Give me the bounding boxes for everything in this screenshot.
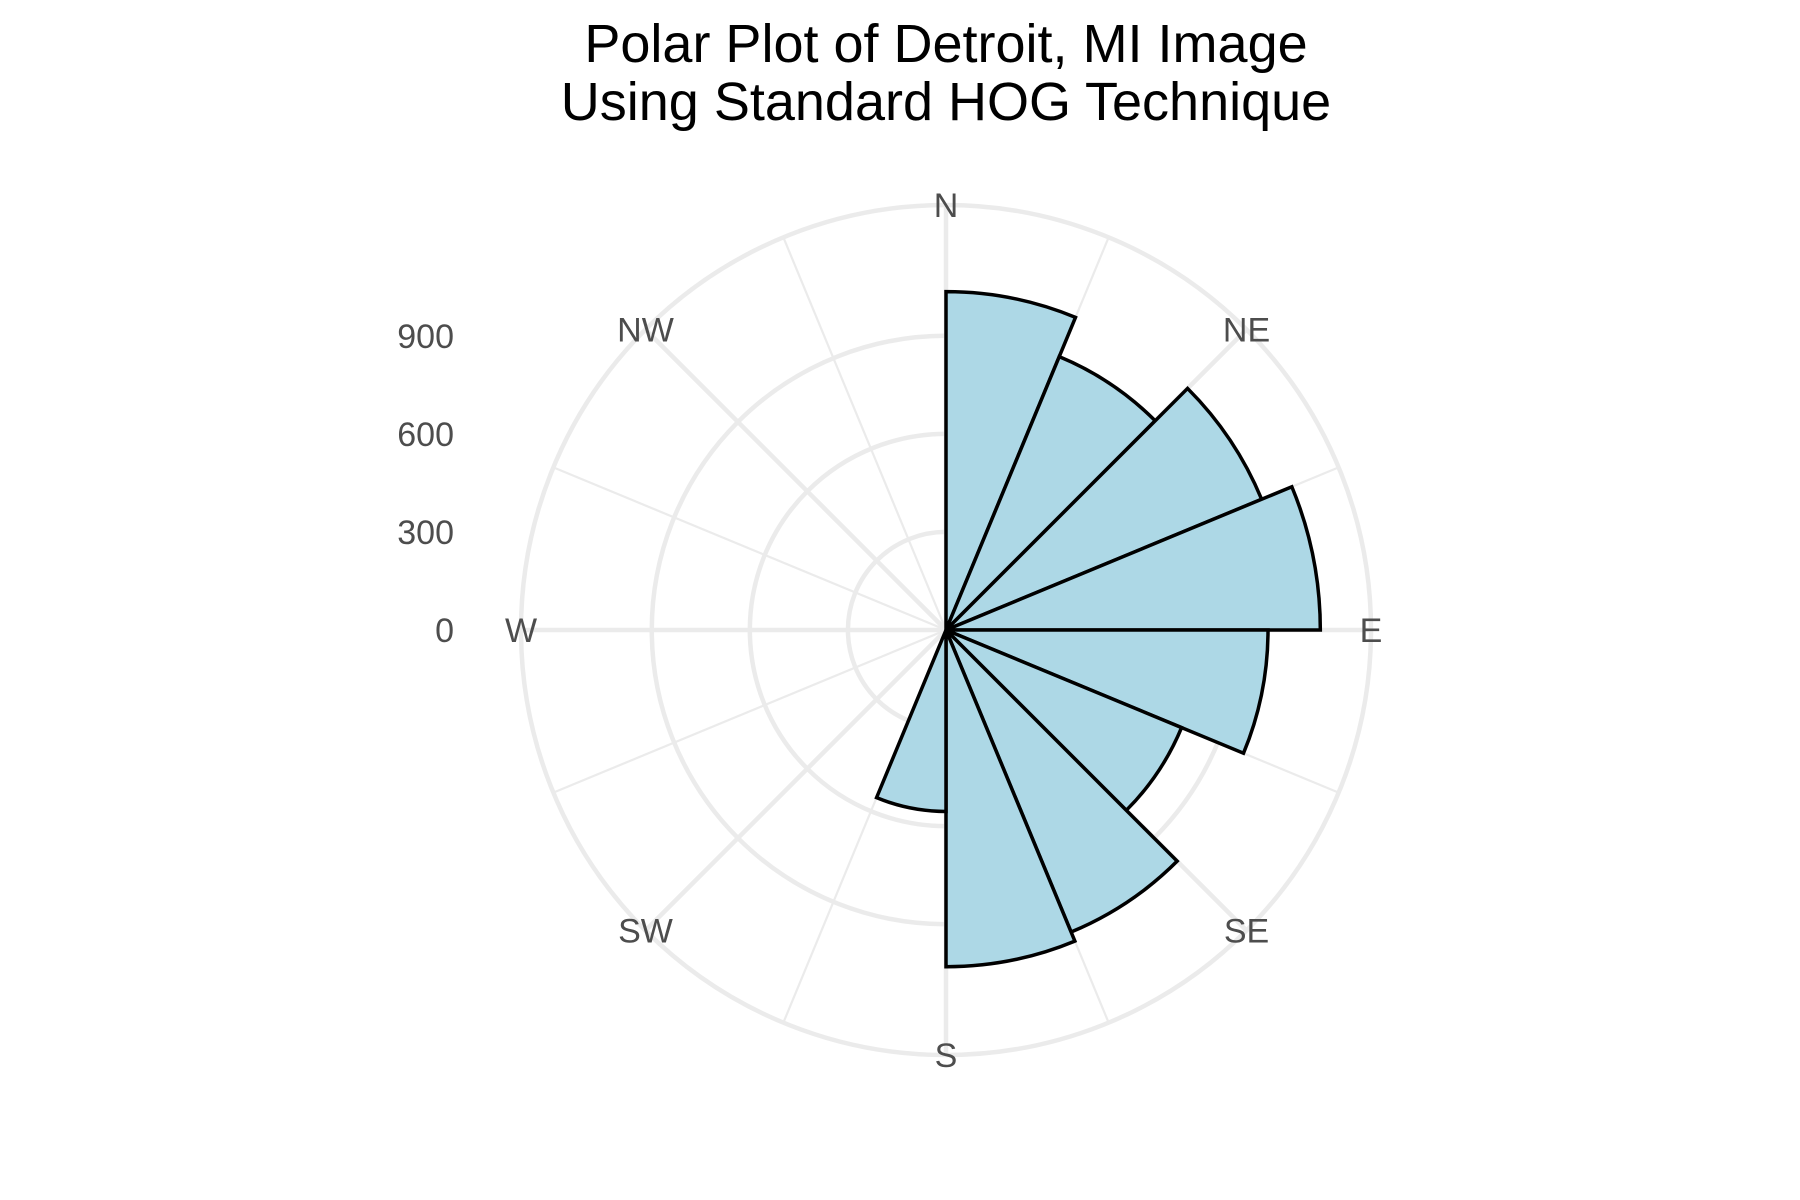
- bars: [874, 289, 1323, 969]
- radial-tick-label: 300: [397, 514, 454, 552]
- bar-wedge-1: [944, 354, 1158, 632]
- bar-wedge-7: [944, 629, 1078, 969]
- bar-wedge-8: [874, 629, 948, 814]
- direction-label-w: W: [505, 612, 537, 650]
- bar-wedge-3: [945, 484, 1323, 632]
- grid-spoke-minor: [552, 628, 947, 794]
- radial-tick-label: 0: [435, 612, 454, 650]
- bar-wedge-4: [945, 628, 1270, 756]
- bar-wedge-0: [944, 289, 1078, 631]
- axis-labels: N NE E SE S SW W NW 0 300 600 900: [397, 187, 1382, 1075]
- grid-spoke-minor: [782, 236, 948, 631]
- radial-tick-label: 600: [397, 416, 454, 454]
- chart-title-line-1: Polar Plot of Detroit, MI Image: [584, 14, 1307, 74]
- direction-label-nw: NW: [617, 311, 674, 349]
- direction-label-ne: NE: [1223, 311, 1270, 349]
- radial-tick-label: 900: [397, 318, 454, 356]
- bar-wedge-2: [944, 385, 1264, 632]
- direction-label-s: S: [935, 1037, 958, 1075]
- grid-spoke-major: [643, 628, 948, 933]
- bar-wedge-6: [944, 628, 1180, 935]
- grid-spoke-minor: [552, 466, 947, 632]
- direction-label-e: E: [1360, 612, 1383, 650]
- direction-label-sw: SW: [618, 913, 673, 951]
- grid-spoke-major: [643, 327, 948, 632]
- direction-label-n: N: [934, 187, 959, 225]
- direction-label-se: SE: [1224, 913, 1269, 951]
- chart-title-line-2: Using Standard HOG Technique: [561, 72, 1331, 132]
